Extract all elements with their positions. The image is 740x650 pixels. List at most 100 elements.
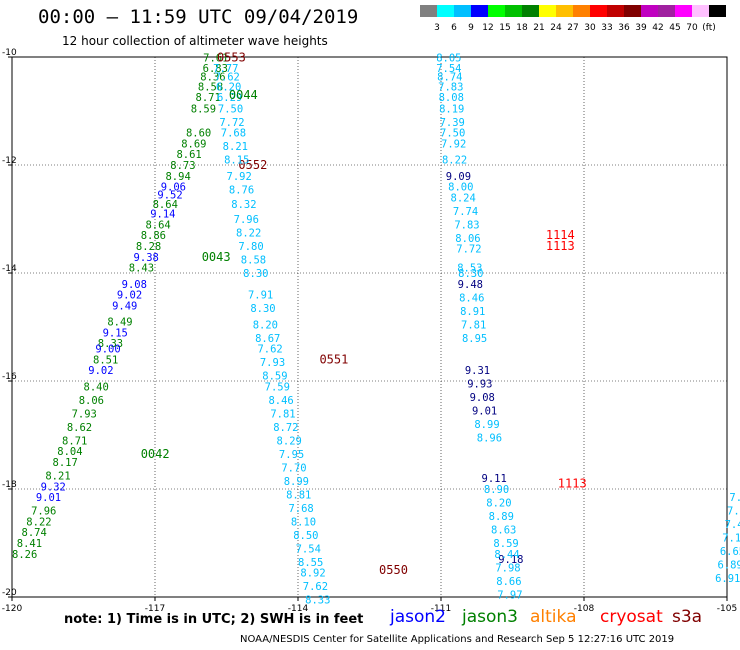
wave-height-label: 8.99: [474, 419, 499, 431]
wave-height-label: 8.21: [223, 141, 248, 153]
wave-height-label: 8.46: [268, 395, 293, 407]
wave-height-label: 8.66: [496, 576, 521, 588]
wave-height-label: 8.06: [455, 233, 480, 245]
series-jason3: 7.616.838.368.588.718.598.608.698.618.73…: [12, 53, 228, 561]
colorbar-label: 45: [669, 23, 680, 33]
wave-height-label: 8.71: [196, 92, 221, 104]
colorbar-label: 39: [635, 23, 647, 33]
colorbar-swatch: [454, 5, 471, 17]
wave-height-label: 8.58: [241, 255, 266, 267]
wave-height-label: 8.59: [493, 538, 518, 550]
wave-height-label: 7.39: [440, 117, 465, 129]
wave-height-label: 8.36: [200, 71, 225, 83]
wave-height-label: 8.71: [62, 435, 87, 447]
colorbar-legend: 3 6 9 12 15 18 21 24 27 30 33 36 39 42 45 70 (ft): [420, 5, 726, 33]
plot-frame: [11, 56, 728, 598]
wave-height-label: 8.10: [291, 516, 316, 528]
chart-subtitle: 12 hour collection of altimeter wave hei…: [62, 34, 328, 48]
wave-height-label: 8.00: [448, 182, 473, 194]
wave-height-label: 9.02: [88, 365, 113, 377]
wave-height-label: 6.91: [715, 573, 740, 585]
wave-height-label: 8.06: [79, 395, 104, 407]
wave-height-label: 7.92: [441, 138, 466, 150]
colorbar-swatch: [624, 5, 641, 17]
wave-height-label: 7.61: [203, 53, 228, 65]
wave-height-label: 7.62: [215, 71, 240, 83]
wave-height-label: 8.73: [170, 160, 195, 172]
wave-height-label: 7.72: [219, 117, 244, 129]
wave-height-label: 7.59: [265, 381, 290, 393]
legend-s3a: s3a: [672, 607, 703, 627]
wave-height-label: 8.22: [442, 155, 467, 167]
wave-height-label: 7.47: [729, 492, 740, 504]
x-tick-label: -105: [717, 604, 737, 614]
wave-height-label: 8.20: [486, 498, 511, 510]
wave-height-label: 8.04: [57, 446, 82, 458]
wave-height-label: 8.59: [262, 371, 287, 383]
wave-height-label: 8.51: [93, 354, 118, 366]
wave-height-label: 8.44: [494, 549, 519, 561]
wave-height-label: 8.95: [462, 333, 487, 345]
wave-height-label: 8.53: [457, 263, 482, 275]
wave-height-label: 8.96: [477, 433, 502, 445]
wave-height-label: 8.92: [300, 568, 325, 580]
pass-time-label: 0043: [202, 250, 231, 264]
wave-height-label: 9.32: [41, 481, 66, 493]
wave-height-label: 9.09: [446, 171, 471, 183]
colorbar-swatch: [692, 5, 709, 17]
wave-height-label: 8.62: [67, 422, 92, 434]
wave-height-label: 7.93: [260, 357, 285, 369]
wave-height-label: 7.96: [234, 214, 259, 226]
pass-time-label: 0044: [229, 88, 258, 102]
legend-cryosat: cryosat: [600, 607, 663, 627]
colorbar-label: 33: [601, 23, 612, 33]
y-tick-label: -10: [2, 48, 17, 58]
y-tick-label: -12: [2, 156, 17, 166]
colorbar-swatch: [505, 5, 522, 17]
wave-height-label: 7.93: [72, 408, 97, 420]
wave-height-label: 7.50: [440, 128, 465, 140]
wave-height-label: 8.08: [439, 92, 464, 104]
wave-height-label: 8.50: [293, 530, 318, 542]
colorbar-label: 21: [533, 23, 544, 33]
wave-height-label: 9.18: [498, 554, 523, 566]
wave-height-label: 8.86: [141, 230, 166, 242]
wave-height-label: 9.52: [157, 190, 182, 202]
colorbar-swatch: [590, 5, 607, 17]
wave-height-label: 9.11: [482, 473, 507, 485]
wave-height-label: 8.20: [253, 319, 278, 331]
colorbar-label: 24: [550, 23, 562, 33]
colorbar-label: 70: [686, 23, 698, 33]
footer-credit: NOAA/NESDIS Center for Satellite Applica…: [240, 634, 675, 645]
colorbar-label: 3: [434, 23, 440, 33]
wave-height-label: 7.50: [218, 103, 243, 115]
colorbar-swatch: [471, 5, 488, 17]
colorbar-swatch: [675, 5, 692, 17]
colorbar-label: 6: [451, 23, 457, 33]
wave-height-label: 9.14: [150, 209, 175, 221]
wave-height-label: 9.06: [161, 182, 186, 194]
wave-height-label: 8.22: [26, 516, 51, 528]
wave-height-label: 8.43: [129, 263, 154, 275]
wave-height-label: 8.49: [107, 317, 132, 329]
wave-height-label: 6.83: [203, 63, 228, 75]
colorbar-swatch: [709, 5, 726, 17]
wave-height-label: 8.58: [198, 82, 223, 94]
colorbar-swatch: [573, 5, 590, 17]
wave-height-label: 8.64: [145, 219, 170, 231]
y-tick-label: -16: [2, 372, 17, 382]
wave-height-label: 7.54: [296, 543, 321, 555]
wave-height-label: 7.62: [257, 344, 282, 356]
wave-height-label: 8.17: [53, 457, 78, 469]
wave-height-label: 8.33: [98, 338, 123, 350]
pass-time-label: 1113: [546, 239, 575, 253]
chart-title: 00:00 – 11:59 UTC 09/04/2019: [38, 6, 359, 28]
wave-height-label: 6.20: [216, 82, 241, 94]
wave-height-label: 8.74: [22, 527, 47, 539]
wave-height-label: 9.08: [470, 392, 495, 404]
wave-height-label: 8.22: [236, 228, 261, 240]
wave-height-label: 9.00: [95, 344, 120, 356]
pass-time-label: 0553: [217, 51, 246, 65]
